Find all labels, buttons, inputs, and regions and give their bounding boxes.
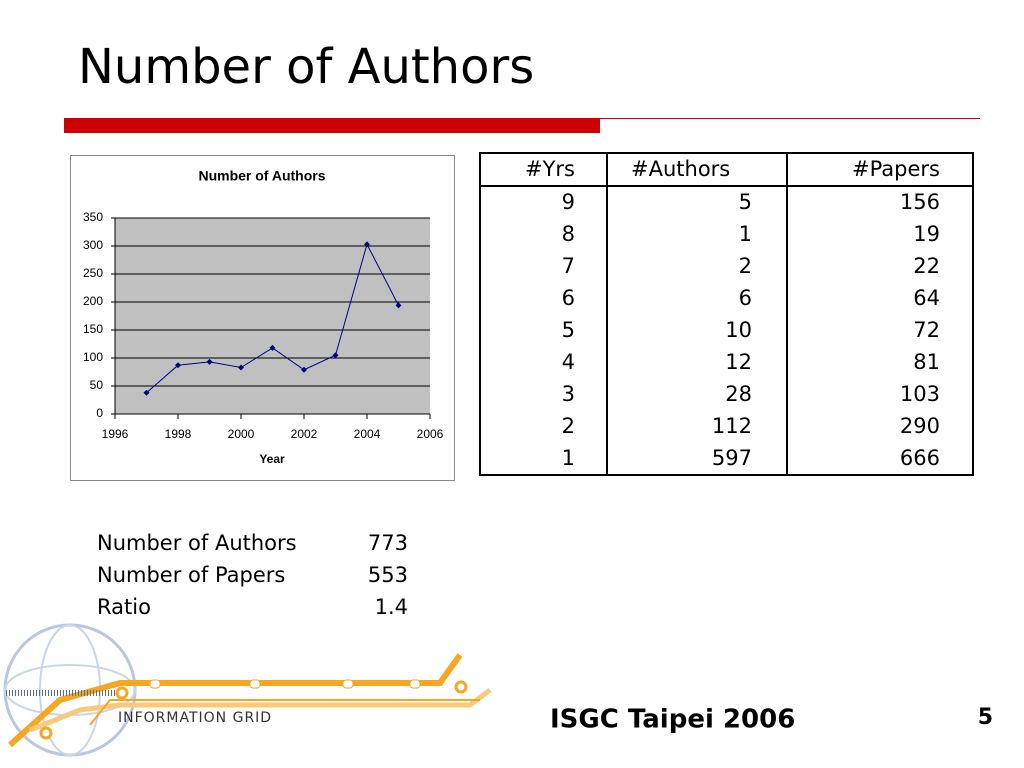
- table-cell: 72: [913, 318, 940, 342]
- summary-label: Number of Authors: [97, 531, 297, 555]
- table-cell: 112: [712, 414, 752, 438]
- table-cell: 2: [562, 414, 575, 438]
- table-frame: [479, 152, 974, 476]
- table-cell: 7: [562, 254, 575, 278]
- y-tick-label: 150: [83, 322, 103, 336]
- table-cell: 1: [739, 222, 752, 246]
- y-tick-label: 350: [83, 210, 103, 224]
- table-cell: 1: [562, 446, 575, 470]
- summary-value: 1.4: [375, 595, 408, 619]
- summary-label: Number of Papers: [97, 563, 285, 587]
- x-tick-label: 2002: [291, 427, 318, 441]
- summary-value: 553: [368, 563, 408, 587]
- table-cell: 290: [900, 414, 940, 438]
- table-cell: 2: [739, 254, 752, 278]
- table-cell: 3: [562, 382, 575, 406]
- table-cell: 8: [562, 222, 575, 246]
- x-axis-label: Year: [259, 452, 285, 466]
- table-cell: 597: [712, 446, 752, 470]
- title-bar: [64, 118, 600, 133]
- table-cell: 12: [725, 350, 752, 374]
- chart-title: Number of Authors: [198, 168, 325, 184]
- table-header: #Yrs: [525, 157, 575, 181]
- table-cell: 81: [913, 350, 940, 374]
- data-point: [332, 352, 339, 359]
- data-point: [238, 364, 244, 371]
- slide-title: Number of Authors: [78, 39, 534, 95]
- x-tick-label: 2004: [354, 427, 381, 441]
- table-cell: 5: [739, 190, 752, 214]
- y-tick-label: 0: [96, 406, 103, 420]
- x-tick-label: 2006: [417, 427, 444, 441]
- table-cell: 28: [725, 382, 752, 406]
- table-cell: 9: [562, 190, 575, 214]
- table-header: #Papers: [852, 157, 940, 181]
- table-cell: 156: [900, 190, 940, 214]
- summary-value: 773: [368, 531, 408, 555]
- table-cell: 5: [562, 318, 575, 342]
- data-point: [395, 302, 402, 309]
- data-point: [269, 344, 276, 351]
- y-tick-label: 300: [83, 238, 103, 252]
- data-point: [206, 358, 213, 365]
- table-cell: 10: [725, 318, 752, 342]
- y-tick-label: 250: [83, 266, 103, 280]
- plot-area: [115, 218, 430, 414]
- table-cell: 103: [900, 382, 940, 406]
- table-cell: 6: [562, 286, 575, 310]
- x-tick-label: 1996: [102, 427, 129, 441]
- y-tick-label: 200: [83, 294, 103, 308]
- table-cell: 22: [913, 254, 940, 278]
- y-tick-label: 50: [90, 378, 104, 392]
- x-tick-label: 1998: [165, 427, 192, 441]
- footer-text: ISGC Taipei 2006: [550, 705, 795, 735]
- data-point: [143, 389, 150, 396]
- table-cell: 4: [562, 350, 575, 374]
- table-header: #Authors: [631, 157, 730, 181]
- table-cell: 19: [913, 222, 940, 246]
- data-point: [301, 366, 307, 373]
- logo-label: INFORMATION GRID: [118, 710, 272, 726]
- data-point: [364, 241, 370, 248]
- summary-label: Ratio: [97, 595, 151, 619]
- page-number: 5: [978, 705, 993, 730]
- data-point: [175, 362, 181, 369]
- table-cell: 6: [739, 286, 752, 310]
- logo: [3, 623, 492, 757]
- table-cell: 666: [900, 446, 940, 470]
- table-cell: 64: [913, 286, 940, 310]
- x-tick-label: 2000: [228, 427, 255, 441]
- y-tick-label: 100: [83, 350, 103, 364]
